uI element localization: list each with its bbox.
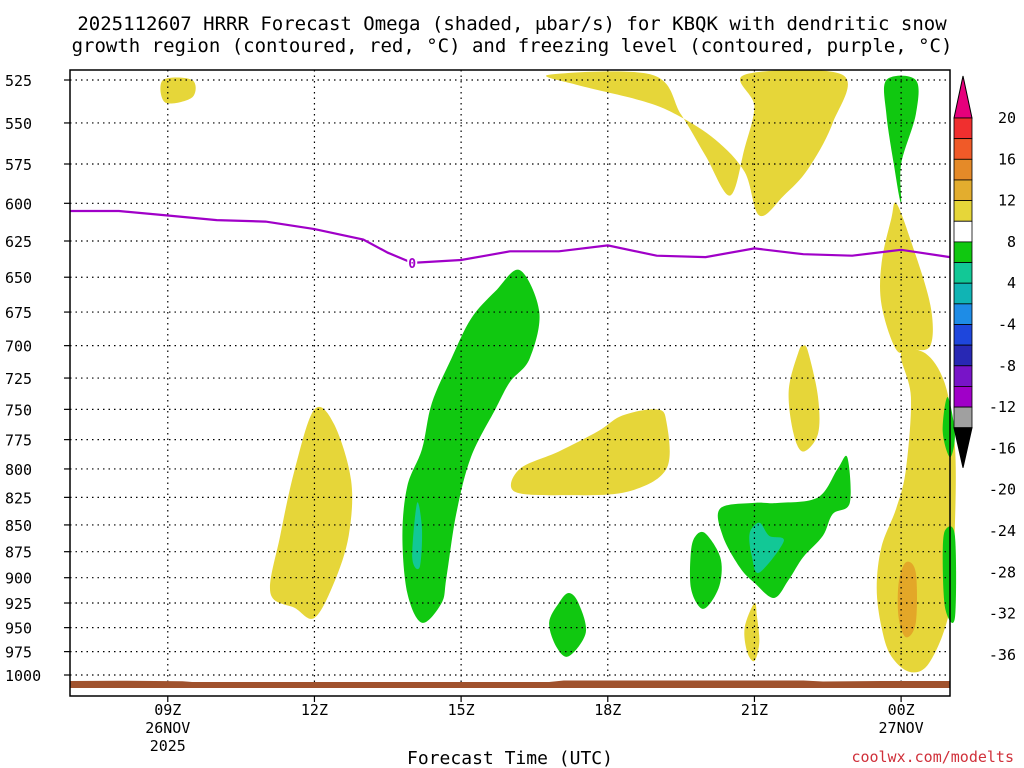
omega-yellow-g (876, 348, 956, 673)
y-tick-label-675: 675 (5, 304, 32, 322)
omega-green-e (883, 75, 919, 204)
y-tick-label-825: 825 (5, 489, 32, 507)
colorbar: 20 16 12 8 4 -4 -8 -12 -16 -20 -24 -28 -32 -36 (953, 75, 1016, 664)
colorbar-label--12: -12 (989, 398, 1016, 416)
colorbar-segment-2 (953, 138, 973, 160)
y-tick-label-1000: 1000 (5, 667, 41, 685)
omega-yellow-c (545, 69, 848, 217)
colorbar-label--24: -24 (989, 522, 1016, 540)
y-tick-label-950: 950 (5, 620, 32, 638)
x-tick-label-18Z: 18Z (594, 701, 621, 719)
colorbar-segment-14 (953, 386, 973, 408)
omega-yellow-h (744, 602, 760, 662)
y-tick-label-575: 575 (5, 156, 32, 174)
colorbar-segment-15 (953, 406, 973, 429)
omega-green-b (549, 593, 587, 657)
colorbar-label--8: -8 (998, 357, 1016, 375)
omega-yellow-e (788, 345, 820, 452)
ground-surface (70, 680, 950, 688)
y-tick-label-775: 775 (5, 432, 32, 450)
colorbar-label--4: -4 (998, 316, 1016, 334)
colorbar-label-8: 8 (1007, 233, 1016, 251)
colorbar-segment-3 (953, 158, 973, 181)
omega-green-d (717, 455, 851, 599)
y-tick-label-700: 700 (5, 338, 32, 356)
x-date-label-00Z: 27NOV (879, 719, 924, 737)
freezing-label-bg (407, 254, 418, 269)
y-tick-label-625: 625 (5, 233, 32, 251)
x-axis-label: Forecast Time (UTC) (407, 748, 613, 768)
y-tick-label-550: 550 (5, 115, 32, 133)
gridlines (70, 70, 950, 696)
colorbar-top-triangle (953, 75, 973, 119)
y-tick-label-525: 525 (5, 72, 32, 90)
y-tick-label-875: 875 (5, 544, 32, 562)
omega-orange-a (897, 561, 917, 638)
colorbar-segment-4 (953, 179, 973, 201)
freezing-level-label: 0 (408, 257, 416, 272)
y-tick-label-900: 900 (5, 570, 32, 588)
colorbar-label-20: 20 (998, 109, 1016, 127)
omega-green-f (942, 396, 955, 458)
colorbar-segment-5 (953, 200, 973, 222)
x-date-label-09Z: 26NOV (145, 719, 190, 737)
colorbar-label--16: -16 (989, 439, 1016, 457)
colorbar-label-12: 12 (998, 192, 1016, 210)
omega-shading-layer (160, 69, 957, 673)
colorbar-segment-8 (953, 262, 973, 284)
freezing-level-line (70, 209, 951, 265)
colorbar-label--36: -36 (989, 646, 1016, 664)
y-tick-label-975: 975 (5, 644, 32, 662)
colorbar-segment-9 (953, 282, 973, 305)
x-tick-label-00Z: 00Z (888, 701, 915, 719)
colorbar-label-16: 16 (998, 150, 1016, 168)
chart-title-line-1: 2025112607 HRRR Forecast Omega (shaded, … (77, 13, 947, 35)
x-tick-label-09Z: 09Z (154, 701, 181, 719)
colorbar-segment-6 (953, 220, 973, 243)
colorbar-label--20: -20 (989, 481, 1016, 499)
freezing-level-layer: 0 (70, 209, 951, 272)
below-ground-band (70, 687, 950, 696)
omega-teal-a (412, 502, 423, 570)
credit-text: coolwx.com/modelts (851, 748, 1014, 766)
y-tick-label-850: 850 (5, 517, 32, 535)
omega-green-a (402, 269, 540, 623)
colorbar-segment-1 (953, 117, 973, 140)
x-year-label-09Z: 2025 (150, 737, 186, 755)
colorbar-segment-7 (953, 241, 973, 263)
colorbar-segment-12 (953, 344, 973, 367)
y-tick-label-800: 800 (5, 461, 32, 479)
colorbar-bottom-triangle (953, 427, 973, 468)
omega-yellow-d (510, 409, 670, 496)
colorbar-label--28: -28 (989, 563, 1016, 581)
omega-teal-b (749, 522, 784, 573)
y-tick-label-725: 725 (5, 370, 32, 388)
colorbar-label-4: 4 (1007, 274, 1016, 292)
chart-title-line-2: growth region (contoured, red, °C) and f… (72, 35, 953, 57)
plot-frame (69, 69, 951, 697)
y-tick-label-650: 650 (5, 269, 32, 287)
x-tick-label-21Z: 21Z (741, 701, 768, 719)
colorbar-segment-13 (953, 365, 973, 387)
x-tick-label-12Z: 12Z (301, 701, 328, 719)
y-tick-label-925: 925 (5, 595, 32, 613)
y-tick-label-600: 600 (5, 195, 32, 213)
colorbar-label--32: -32 (989, 605, 1016, 623)
colorbar-segment-10 (953, 303, 973, 325)
y-axis: 525 550 575 600 625 650 675 700 725 750 775 800 825 8… (5, 72, 70, 685)
y-tick-label-750: 750 (5, 401, 32, 419)
colorbar-segment-11 (953, 324, 973, 346)
omega-yellow-b (269, 406, 353, 619)
omega-yellow-a (160, 77, 196, 104)
x-tick-label-15Z: 15Z (448, 701, 475, 719)
